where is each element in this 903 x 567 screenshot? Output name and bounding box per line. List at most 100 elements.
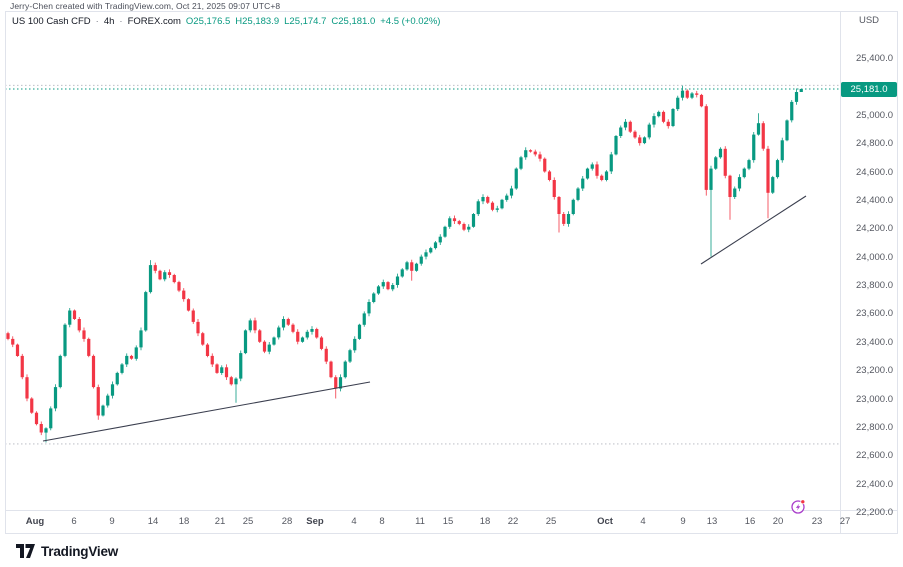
price-lines — [5, 84, 840, 445]
candle — [429, 248, 433, 253]
candle — [15, 344, 20, 356]
footer: TradingView — [16, 541, 118, 561]
candle — [609, 154, 613, 172]
tradingview-logo-text[interactable]: TradingView — [41, 543, 119, 559]
candle — [790, 101, 794, 121]
candle — [671, 109, 675, 126]
candle — [462, 224, 466, 230]
candle — [666, 121, 670, 127]
candle — [452, 218, 457, 222]
candle — [547, 171, 552, 180]
time-tick-label: Aug — [25, 516, 45, 527]
lightning-alert-icon[interactable] — [789, 497, 809, 517]
price-tick-label: 24,400.0 — [856, 194, 893, 206]
time-tick-label: 15 — [442, 516, 454, 527]
candle — [761, 123, 765, 149]
trendline-august[interactable] — [42, 381, 371, 442]
candle — [353, 338, 357, 351]
interval-label[interactable]: 4h — [103, 16, 115, 27]
symbol-title[interactable]: US 100 Cash CFD — [12, 16, 91, 27]
candle — [91, 355, 96, 388]
tradingview-logo-icon[interactable] — [16, 544, 35, 558]
candle — [391, 285, 395, 290]
price-tick-label: 23,400.0 — [856, 336, 893, 348]
price-tick-label: 22,800.0 — [856, 421, 893, 433]
candle — [410, 262, 414, 271]
candle — [376, 286, 381, 294]
price-tick-label: 23,800.0 — [856, 280, 893, 291]
candle — [310, 329, 314, 332]
time-tick-label: 11 — [415, 516, 425, 527]
candle — [467, 226, 471, 230]
candle — [53, 387, 58, 409]
candle — [780, 140, 784, 161]
trendline-october[interactable] — [700, 195, 807, 265]
high-value: H25,183.9 — [235, 16, 280, 27]
candle — [524, 150, 528, 158]
candle — [752, 134, 756, 161]
candle — [362, 313, 366, 325]
candle — [144, 292, 148, 331]
candle — [448, 218, 452, 227]
candle — [277, 327, 281, 338]
candle — [495, 208, 499, 210]
candle — [172, 275, 176, 283]
candle — [44, 428, 48, 433]
candle — [77, 319, 81, 331]
candle — [595, 164, 599, 176]
candle — [718, 148, 723, 158]
time-tick-label: Sep — [306, 516, 324, 527]
last-price-badge: 25,181.0 — [841, 81, 897, 97]
candle — [329, 361, 333, 378]
candle — [742, 168, 746, 178]
legend-separator: · — [119, 16, 123, 27]
candle — [638, 137, 642, 144]
candle — [604, 171, 609, 180]
candle — [30, 398, 34, 413]
candle — [581, 178, 585, 189]
candle — [134, 347, 138, 359]
candle — [315, 329, 319, 338]
candle — [49, 408, 53, 429]
candle — [343, 361, 347, 378]
candle — [215, 364, 219, 373]
trendlines[interactable] — [42, 195, 807, 442]
price-tick-label: 25,000.0 — [856, 109, 893, 121]
candle — [680, 90, 685, 98]
candle — [443, 226, 447, 237]
notification-dot — [800, 499, 806, 505]
candle — [600, 175, 604, 180]
candle — [381, 282, 385, 287]
candle — [794, 92, 799, 102]
candle — [490, 202, 495, 210]
time-tick-label: 9 — [680, 516, 686, 527]
candle — [305, 331, 309, 338]
time-axis-separator — [5, 510, 897, 511]
candle — [158, 270, 162, 280]
candle — [239, 353, 243, 379]
candle — [695, 93, 699, 95]
candle — [153, 265, 157, 271]
candle — [457, 221, 461, 224]
candle — [262, 341, 267, 352]
exchange-label: FOREX.com — [127, 16, 181, 27]
candle — [253, 320, 257, 331]
candle — [106, 395, 110, 406]
candle — [68, 310, 72, 325]
candle — [799, 89, 803, 92]
candle — [438, 236, 442, 243]
candle — [386, 282, 390, 290]
candle — [101, 405, 105, 416]
symbol-legend: US 100 Cash CFD · 4h · FOREX.com O25,176… — [12, 16, 440, 27]
candle — [72, 310, 77, 319]
candle — [196, 321, 200, 334]
candle — [177, 282, 181, 291]
candle — [771, 177, 775, 193]
candle — [96, 387, 100, 416]
candle — [220, 367, 224, 373]
candle — [585, 168, 590, 179]
price-tick-label: 22,600.0 — [856, 450, 893, 462]
candle — [125, 355, 129, 365]
candle — [300, 337, 305, 342]
